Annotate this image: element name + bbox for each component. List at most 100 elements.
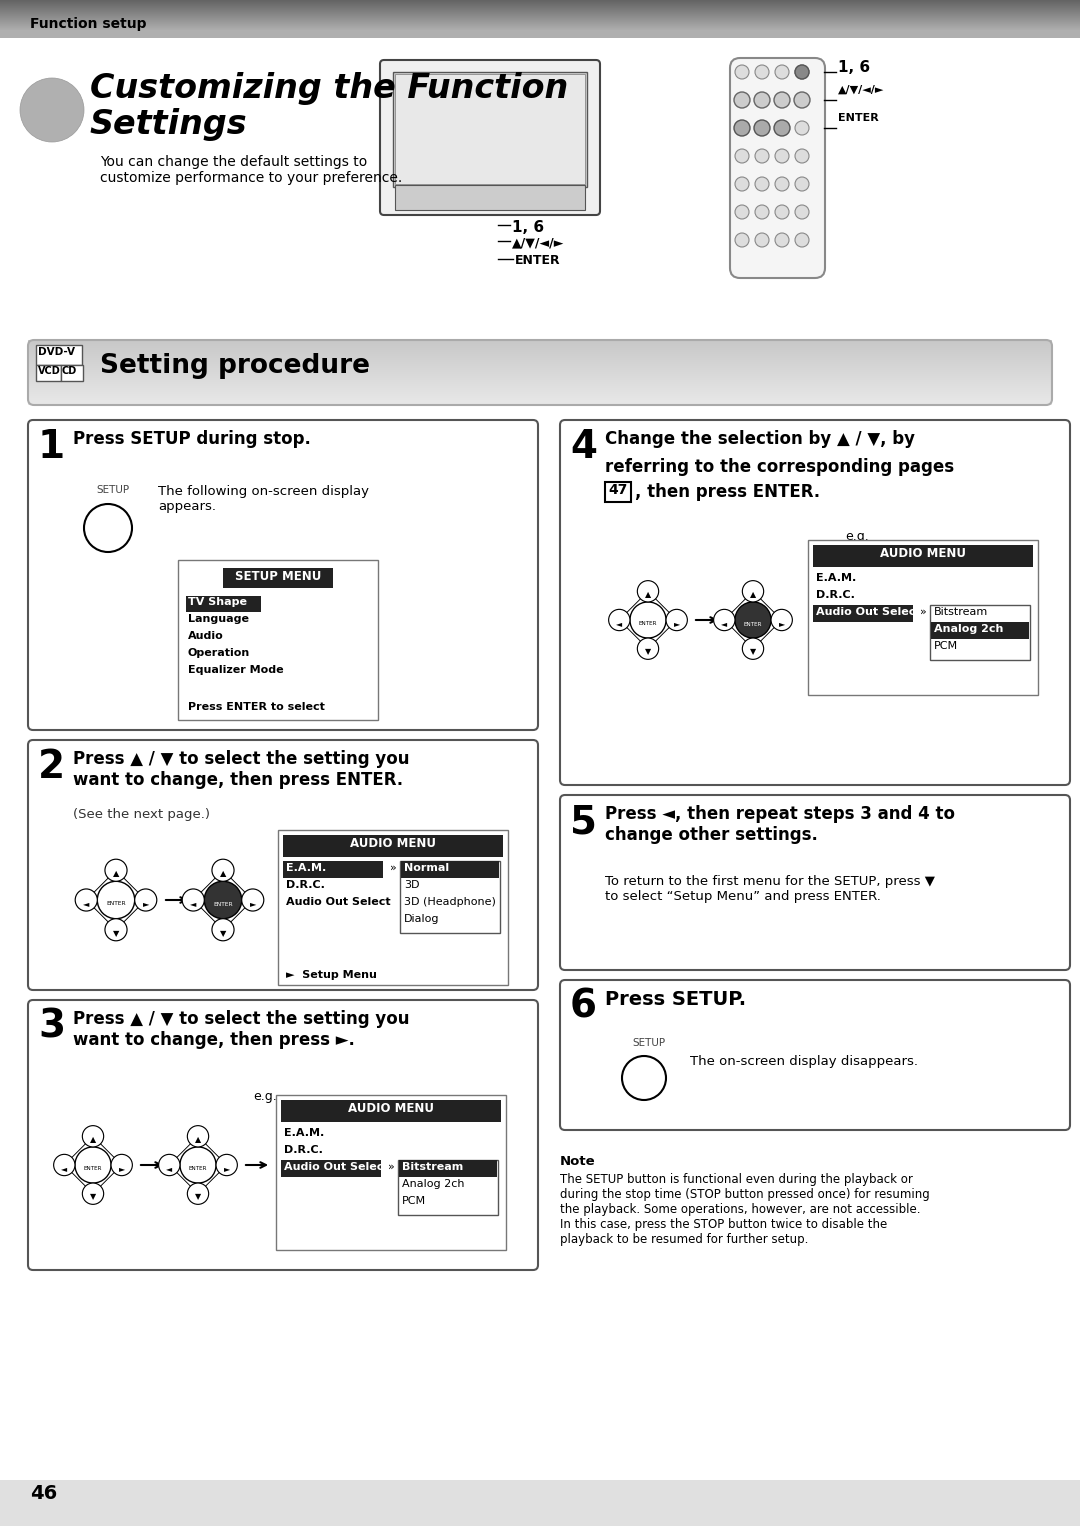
Text: To return to the first menu for the SETUP, press ▼
to select “Setup Menu” and pr: To return to the first menu for the SETU… — [605, 874, 935, 903]
Text: (See the next page.): (See the next page.) — [73, 807, 210, 821]
Bar — [278, 830, 508, 984]
Circle shape — [774, 121, 789, 136]
Text: 1: 1 — [38, 427, 65, 465]
Text: ►  Setup Menu: ► Setup Menu — [286, 971, 377, 980]
Text: referring to the corresponding pages: referring to the corresponding pages — [605, 458, 954, 476]
Circle shape — [75, 1148, 111, 1183]
Text: Language: Language — [188, 613, 249, 624]
Text: Customizing the Function: Customizing the Function — [90, 72, 568, 105]
Text: ▲: ▲ — [90, 1135, 96, 1144]
Text: »: » — [920, 607, 927, 617]
Circle shape — [795, 121, 809, 134]
FancyBboxPatch shape — [561, 795, 1070, 971]
Text: Dialog: Dialog — [404, 914, 440, 925]
Circle shape — [794, 92, 810, 108]
Bar — [813, 604, 913, 623]
Bar — [36, 345, 82, 365]
Text: Setting procedure: Setting procedure — [100, 353, 370, 378]
Text: Press SETUP.: Press SETUP. — [605, 990, 746, 1009]
Text: 4: 4 — [570, 427, 597, 465]
Circle shape — [795, 150, 809, 163]
Text: PCM: PCM — [934, 641, 958, 652]
Text: e.g.: e.g. — [288, 830, 312, 842]
Text: Press ENTER to select: Press ENTER to select — [188, 702, 325, 713]
Circle shape — [775, 177, 789, 191]
Bar — [399, 1160, 497, 1177]
Bar — [605, 482, 631, 502]
Text: Analog 2ch: Analog 2ch — [934, 624, 1003, 633]
Text: Audio: Audio — [188, 630, 224, 641]
Circle shape — [754, 121, 770, 136]
Bar — [400, 861, 500, 932]
Bar — [931, 623, 1029, 639]
Circle shape — [187, 1183, 208, 1204]
Bar — [283, 861, 383, 877]
Circle shape — [180, 1148, 216, 1183]
Text: SETUP MENU: SETUP MENU — [234, 571, 321, 583]
FancyBboxPatch shape — [28, 1000, 538, 1270]
Text: ►: ► — [119, 1164, 125, 1173]
Bar — [283, 835, 503, 858]
Circle shape — [755, 121, 769, 134]
Text: 3D (Headphone): 3D (Headphone) — [404, 897, 496, 906]
Text: ►: ► — [779, 618, 785, 627]
Circle shape — [775, 93, 789, 107]
Text: 1, 6: 1, 6 — [838, 61, 870, 75]
Bar — [36, 365, 60, 382]
Circle shape — [735, 66, 750, 79]
Circle shape — [774, 92, 789, 108]
FancyBboxPatch shape — [28, 740, 538, 990]
Circle shape — [795, 93, 809, 107]
Text: Audio Out Select: Audio Out Select — [286, 897, 391, 906]
Text: AUDIO MENU: AUDIO MENU — [348, 1102, 434, 1116]
Circle shape — [242, 890, 264, 911]
Text: »: » — [388, 1161, 395, 1172]
Circle shape — [742, 580, 764, 601]
Circle shape — [609, 609, 630, 630]
Circle shape — [775, 150, 789, 163]
Circle shape — [735, 150, 750, 163]
Text: ◄: ◄ — [617, 618, 622, 627]
FancyBboxPatch shape — [380, 60, 600, 215]
Text: ENTER: ENTER — [515, 253, 561, 267]
Text: AUDIO MENU: AUDIO MENU — [880, 546, 966, 560]
FancyBboxPatch shape — [561, 420, 1070, 784]
Text: ▲/▼/◄/►: ▲/▼/◄/► — [838, 85, 885, 95]
Bar — [813, 545, 1032, 568]
Text: Press ◄, then repeat steps 3 and 4 to
change other settings.: Press ◄, then repeat steps 3 and 4 to ch… — [605, 806, 955, 844]
Text: ◄: ◄ — [190, 899, 197, 908]
Text: SETUP: SETUP — [96, 485, 130, 494]
Circle shape — [795, 177, 809, 191]
Circle shape — [735, 233, 750, 247]
Circle shape — [204, 882, 242, 919]
Text: ENTER: ENTER — [189, 1166, 207, 1170]
Text: Change the selection by ▲ / ▼, by: Change the selection by ▲ / ▼, by — [605, 430, 915, 449]
Bar — [276, 1096, 507, 1250]
Text: , then press ENTER.: , then press ENTER. — [635, 484, 820, 501]
Text: Analog 2ch: Analog 2ch — [402, 1180, 464, 1189]
Bar — [399, 1160, 498, 1215]
Circle shape — [159, 1154, 180, 1175]
Text: 5: 5 — [570, 803, 597, 841]
Circle shape — [755, 204, 769, 220]
Circle shape — [76, 890, 97, 911]
Text: ►: ► — [224, 1164, 230, 1173]
Text: VCD: VCD — [38, 366, 60, 375]
Circle shape — [735, 121, 750, 134]
Text: Audio Out Select: Audio Out Select — [816, 607, 920, 617]
Text: E.A.M.: E.A.M. — [284, 1128, 324, 1138]
Text: Bitstream: Bitstream — [934, 607, 988, 617]
Circle shape — [755, 150, 769, 163]
Bar — [0, 0, 1080, 38]
Circle shape — [795, 204, 809, 220]
Circle shape — [795, 66, 809, 79]
Text: ▲: ▲ — [645, 591, 651, 600]
FancyBboxPatch shape — [730, 58, 825, 278]
Text: Settings: Settings — [90, 108, 247, 140]
Text: ►: ► — [674, 618, 679, 627]
Circle shape — [755, 177, 769, 191]
Text: »: » — [390, 864, 396, 873]
Text: ◄: ◄ — [62, 1164, 67, 1173]
Text: 6: 6 — [570, 987, 597, 1025]
Circle shape — [734, 121, 750, 136]
